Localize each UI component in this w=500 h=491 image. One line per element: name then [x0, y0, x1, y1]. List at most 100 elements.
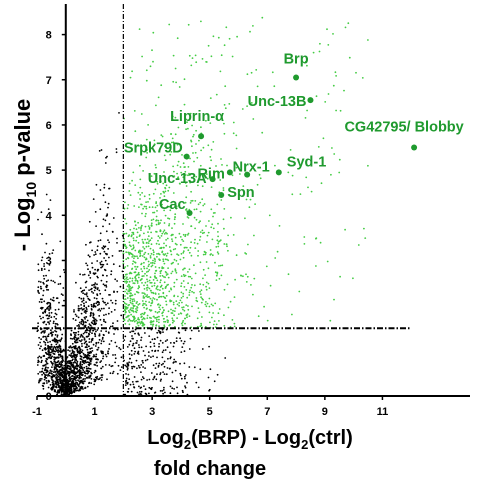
background-point	[108, 364, 111, 366]
background-point	[106, 263, 109, 265]
significant-point	[141, 278, 143, 280]
background-point	[83, 338, 86, 341]
significant-point	[142, 207, 145, 210]
background-point	[163, 365, 166, 368]
significant-point	[138, 318, 141, 321]
background-point	[76, 360, 79, 363]
background-point	[47, 289, 50, 291]
background-point	[103, 334, 105, 337]
significant-point	[128, 303, 131, 306]
significant-point	[161, 287, 164, 290]
background-point	[40, 345, 42, 348]
significant-point	[216, 251, 219, 254]
background-point	[40, 287, 42, 290]
significant-point	[180, 282, 183, 285]
significant-point	[175, 271, 178, 274]
significant-point	[138, 28, 141, 30]
significant-point	[217, 245, 220, 248]
significant-point	[164, 159, 167, 162]
significant-point	[173, 222, 176, 225]
background-point	[78, 377, 81, 380]
significant-point	[182, 240, 185, 243]
significant-point	[143, 296, 146, 299]
background-point	[40, 269, 43, 271]
significant-point	[134, 224, 137, 227]
significant-point	[145, 245, 148, 248]
significant-point	[250, 102, 253, 104]
significant-point	[136, 255, 138, 258]
background-point	[108, 223, 111, 225]
background-point	[79, 386, 82, 389]
significant-point	[177, 263, 180, 265]
significant-point	[180, 275, 183, 277]
significant-point	[173, 170, 175, 173]
significant-point	[170, 253, 173, 256]
significant-point	[170, 151, 173, 153]
significant-point	[330, 173, 332, 176]
background-point	[63, 269, 65, 271]
x-axis-title-line2: fold change	[154, 458, 266, 480]
significant-point	[209, 156, 212, 158]
significant-point	[153, 275, 156, 278]
background-point	[91, 339, 94, 341]
significant-point	[189, 275, 192, 278]
significant-point	[191, 57, 194, 59]
significant-point	[291, 193, 294, 196]
significant-point	[158, 325, 160, 328]
background-point	[39, 378, 42, 380]
background-point	[183, 375, 186, 378]
significant-point	[210, 226, 213, 229]
significant-point	[166, 321, 169, 324]
background-point	[85, 306, 88, 309]
background-point	[37, 269, 40, 272]
significant-point	[171, 240, 174, 243]
significant-point	[134, 275, 137, 278]
significant-point	[165, 303, 168, 306]
background-point	[75, 341, 78, 344]
background-point	[101, 376, 103, 379]
significant-point	[154, 164, 157, 166]
significant-point	[162, 291, 165, 294]
background-point	[79, 307, 81, 310]
background-point	[136, 340, 138, 342]
background-point	[98, 338, 101, 341]
significant-point	[174, 213, 177, 216]
background-point	[83, 308, 85, 310]
background-point	[169, 385, 172, 388]
significant-point	[125, 303, 128, 305]
background-point	[188, 348, 191, 350]
background-point	[173, 388, 176, 390]
significant-point	[235, 254, 238, 257]
significant-point	[133, 282, 136, 285]
significant-point	[205, 119, 207, 122]
background-point	[87, 274, 90, 277]
background-point	[100, 367, 103, 370]
significant-point	[147, 124, 150, 126]
background-point	[93, 323, 95, 326]
significant-point	[171, 270, 174, 273]
background-point	[42, 311, 44, 314]
significant-point	[168, 186, 171, 189]
significant-point	[131, 179, 134, 182]
background-point	[113, 290, 115, 293]
background-point	[114, 361, 116, 364]
significant-point	[147, 201, 149, 203]
significant-point	[315, 95, 318, 98]
significant-point	[152, 292, 155, 295]
x-tick-label: -1	[32, 406, 42, 418]
background-point	[100, 379, 103, 381]
significant-point	[174, 133, 177, 136]
background-point	[40, 259, 43, 262]
significant-point	[184, 174, 187, 176]
background-point	[94, 282, 97, 284]
background-point	[49, 354, 52, 357]
significant-point	[155, 324, 158, 327]
significant-point	[200, 20, 202, 23]
background-point	[135, 342, 138, 344]
significant-point	[146, 289, 149, 291]
significant-point	[287, 273, 290, 276]
background-point	[88, 361, 91, 364]
significant-point	[144, 258, 147, 261]
significant-point	[257, 315, 260, 318]
significant-point	[133, 261, 136, 263]
